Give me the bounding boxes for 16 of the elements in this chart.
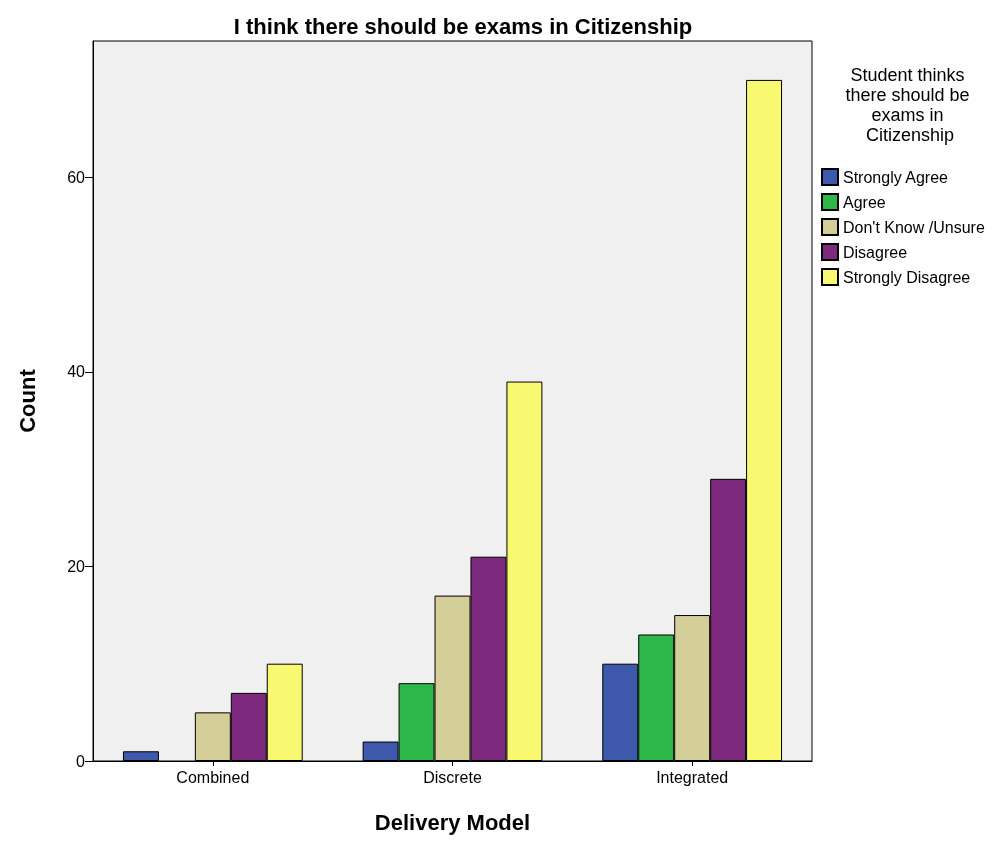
y-tick-label: 60: [67, 168, 86, 186]
legend-label: Disagree: [843, 243, 908, 261]
legend-label: Agree: [843, 193, 886, 211]
x-tick-label: Discrete: [423, 768, 482, 786]
chart-title: I think there should be exams in Citizenship: [233, 13, 693, 39]
x-tick-label: Integrated: [656, 768, 729, 786]
y-tick-label: 20: [67, 557, 86, 575]
x-tick-label: Combined: [176, 768, 250, 786]
x-axis-title: Delivery Model: [374, 809, 531, 835]
y-tick-label: 40: [67, 363, 86, 381]
y-axis-title: Count: [14, 368, 40, 433]
legend-label: Don't Know /Unsure: [843, 218, 985, 236]
legend-title: Student thinks there should be exams in Citizenship: [845, 65, 975, 145]
legend-label: Strongly Disagree: [843, 268, 971, 286]
legend-label: Strongly Agree: [843, 168, 949, 186]
y-tick-label: 0: [76, 752, 86, 770]
